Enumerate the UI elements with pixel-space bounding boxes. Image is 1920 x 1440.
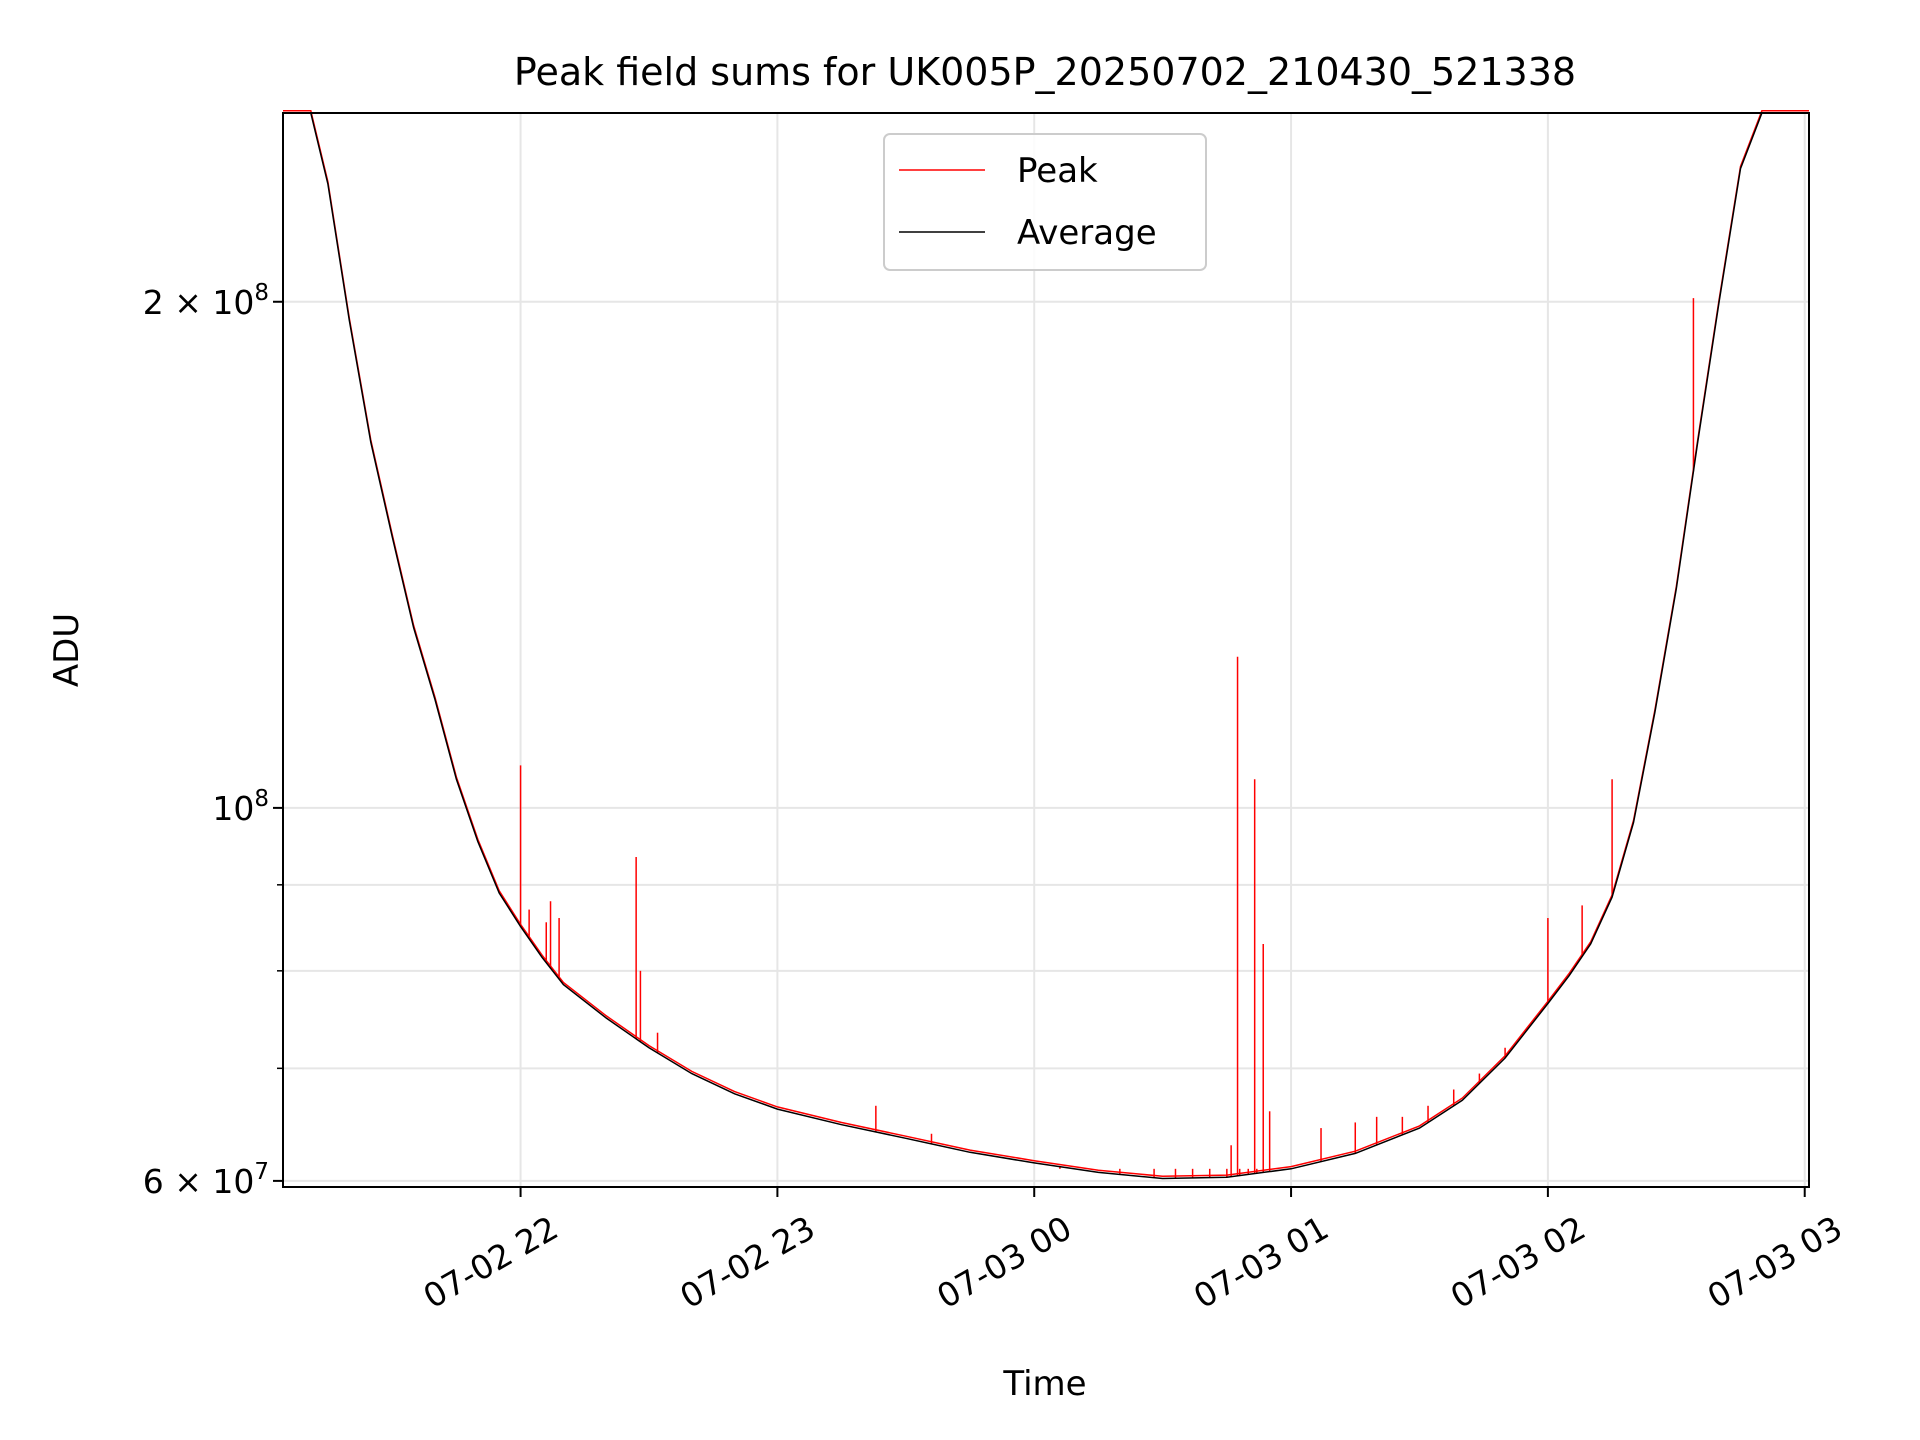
average-series-line: [283, 112, 1809, 1180]
plot-frame: [282, 112, 1810, 1188]
series-layer: [283, 110, 1809, 1180]
x-tick-label: 07-02 22: [417, 1208, 565, 1316]
x-tick-label: 07-03 03: [1701, 1208, 1849, 1316]
y-tick-label: 2 × 108: [143, 280, 269, 322]
grid-lines: [283, 113, 1809, 1187]
y-tick-label: 6 × 107: [143, 1159, 269, 1201]
x-tick-label: 07-03 00: [930, 1208, 1078, 1316]
chart-title: Peak field sums for UK005P_20250702_2104…: [514, 50, 1576, 94]
y-tick-label: 108: [212, 786, 269, 828]
legend-label-average: Average: [1017, 213, 1157, 253]
x-tick-label: 07-03 01: [1187, 1208, 1335, 1316]
legend-label-peak: Peak: [1017, 151, 1098, 191]
x-axis-label: Time: [1002, 1364, 1086, 1404]
legend: Peak Average: [883, 133, 1207, 271]
x-tick-label: 07-03 02: [1444, 1208, 1592, 1316]
y-axis-ticks: 108 2 × 108 6 × 107: [143, 280, 283, 1201]
x-axis-ticks: 07-02 22 07-02 23 07-03 00 07-03 01 07-03 02…: [417, 1187, 1849, 1316]
x-tick-label: 07-02 23: [673, 1208, 821, 1316]
y-axis-label: ADU: [47, 613, 87, 687]
legend-box: [883, 133, 1207, 271]
